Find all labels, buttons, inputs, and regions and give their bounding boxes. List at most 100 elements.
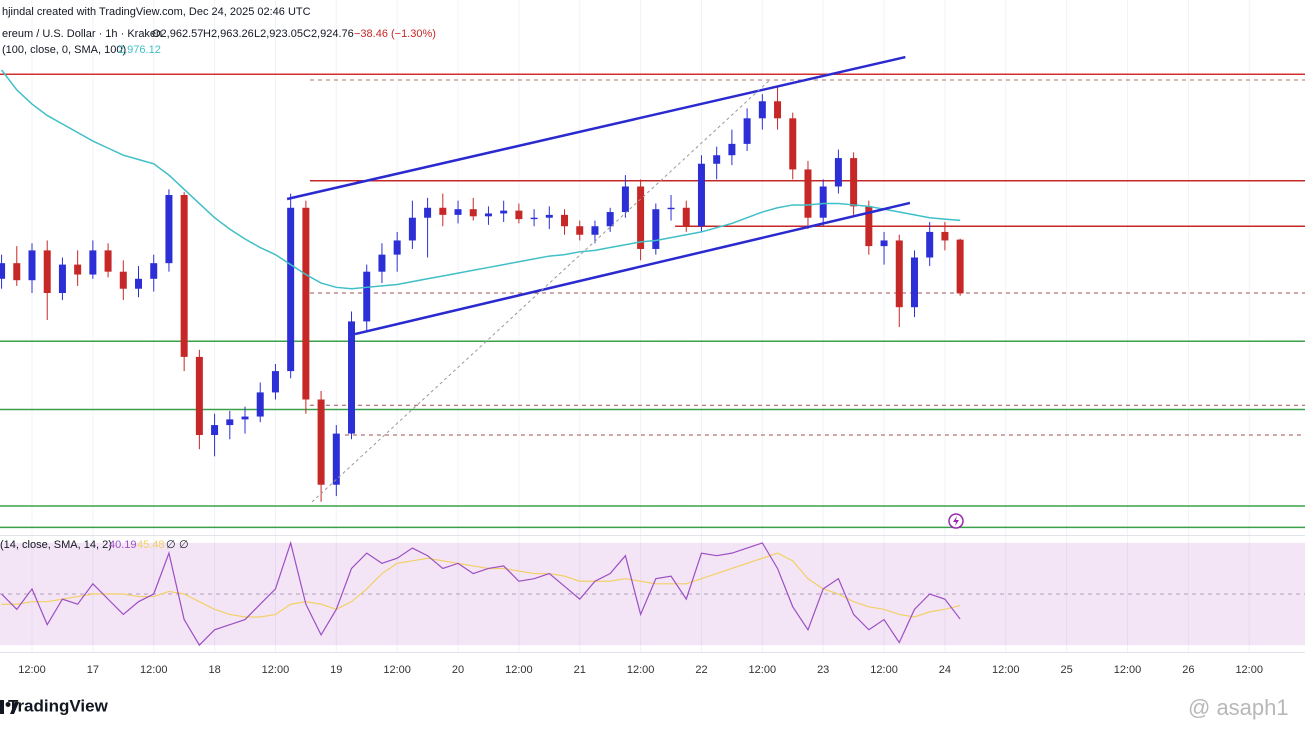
candle-body — [424, 207, 432, 218]
x-tick-label: 12:00 — [140, 664, 168, 676]
x-tick-label: 12:00 — [262, 664, 290, 676]
x-tick-label: 26 — [1182, 664, 1194, 676]
candle-body — [804, 169, 812, 218]
trend-line — [286, 55, 906, 201]
x-tick-label: 12:00 — [1114, 664, 1142, 676]
x-tick-label: 12:00 — [627, 664, 655, 676]
x-tick-label: 12:00 — [383, 664, 411, 676]
candle-body — [74, 264, 82, 275]
created-note: hjindal created with TradingView.com, De… — [2, 6, 311, 18]
candle-body — [500, 210, 508, 214]
candle-body — [789, 118, 797, 170]
close: C2,924.76 — [303, 28, 354, 40]
candle-body — [728, 143, 736, 156]
open: O2,962.57 — [152, 28, 203, 40]
candle-body — [58, 264, 66, 293]
candle-body — [119, 271, 127, 289]
candle-body — [0, 263, 6, 279]
candle-body — [606, 212, 614, 227]
x-tick-label: 12:00 — [870, 664, 898, 676]
candle-body — [515, 210, 523, 220]
candle-body — [378, 254, 386, 272]
candle-body — [484, 213, 492, 217]
high: H2,963.26 — [203, 28, 254, 40]
candle-body — [834, 158, 842, 187]
axis-separator — [0, 652, 1305, 653]
candle-body — [667, 207, 675, 210]
candle-body — [682, 207, 690, 227]
candle-body — [576, 226, 584, 235]
candle-body — [104, 250, 112, 272]
alert-icon — [948, 513, 964, 529]
candle-body — [637, 186, 645, 249]
candle-body — [697, 163, 705, 227]
trend-line — [311, 79, 771, 503]
candle-body — [758, 101, 766, 119]
candle-body — [743, 118, 751, 144]
rsi-params: (14, close, SMA, 14, 2) — [0, 539, 112, 551]
candle-body — [774, 101, 782, 119]
candle-body — [439, 207, 447, 215]
candle-body — [43, 250, 51, 293]
candle-body — [89, 250, 97, 275]
candle-body — [13, 263, 21, 281]
ma-params: (100, close, 0, SMA, 100) — [2, 44, 126, 56]
candle-body — [165, 194, 173, 264]
pane-separator — [0, 535, 1305, 536]
candle-body — [393, 240, 401, 255]
candle-body — [652, 209, 660, 249]
candle-body — [28, 250, 36, 281]
candle-body — [348, 321, 356, 434]
x-tick-label: 25 — [1061, 664, 1073, 676]
candle-body — [713, 155, 721, 164]
rsi-value: 40.19 — [109, 539, 137, 551]
candle-body — [941, 231, 949, 241]
x-tick-label: 12:00 — [1235, 664, 1263, 676]
candle-body — [287, 207, 295, 372]
x-tick-label: 18 — [208, 664, 220, 676]
candle-body — [545, 214, 553, 218]
x-tick-label: 12:00 — [749, 664, 777, 676]
candle-body — [271, 371, 279, 393]
rsi-sma-value: 45.48 — [137, 539, 165, 551]
x-tick-label: 12:00 — [18, 664, 46, 676]
candle-body — [819, 186, 827, 218]
candle-body — [956, 239, 964, 294]
candle-body — [317, 399, 325, 485]
candle-body — [332, 433, 340, 485]
change: −38.46 (−1.30%) — [354, 28, 436, 40]
candle-body — [180, 194, 188, 357]
candle-body — [850, 158, 858, 207]
trend-line — [354, 201, 911, 336]
candle-body — [895, 240, 903, 308]
candle-body — [408, 217, 416, 241]
watermark: @ asaph1 — [1188, 695, 1289, 720]
low: L2,923.05 — [254, 28, 303, 40]
rsi-extra: ∅ — [179, 539, 189, 551]
candle-body — [469, 209, 477, 217]
candle-body — [591, 226, 599, 235]
rsi-extra: ∅ — [166, 539, 176, 551]
candle-body — [926, 231, 934, 258]
line-series — [1, 552, 961, 618]
candle-body — [226, 419, 234, 426]
x-tick-label: 17 — [87, 664, 99, 676]
x-tick-label: 21 — [574, 664, 586, 676]
candle-body — [530, 217, 538, 220]
candle-body — [302, 207, 310, 400]
logo — [0, 700, 19, 714]
candle-body — [363, 271, 371, 322]
candle-body — [454, 209, 462, 215]
x-tick-label: 24 — [939, 664, 951, 676]
x-tick-label: 20 — [452, 664, 464, 676]
candle-body — [135, 278, 143, 289]
x-tick-label: 22 — [695, 664, 707, 676]
line-series — [1, 540, 961, 647]
x-tick-label: 19 — [330, 664, 342, 676]
candle-body — [880, 240, 888, 247]
brand: TradingView — [8, 696, 109, 715]
candle-body — [910, 257, 918, 308]
candle-body — [865, 206, 873, 247]
x-tick-label: 23 — [817, 664, 829, 676]
